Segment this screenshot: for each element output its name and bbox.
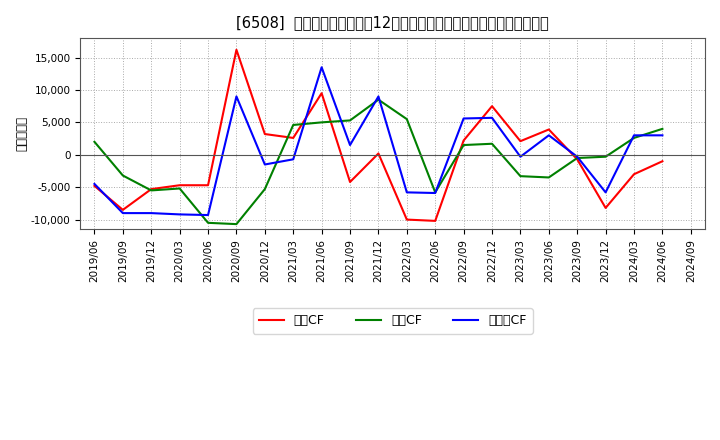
フリーCF bbox=[232, 94, 240, 99]
投資CF bbox=[658, 126, 667, 132]
Line: 営業CF: 営業CF bbox=[94, 50, 662, 221]
投資CF bbox=[630, 135, 639, 140]
フリーCF bbox=[261, 162, 269, 167]
フリーCF bbox=[374, 94, 383, 99]
営業CF bbox=[374, 151, 383, 156]
Title: [6508]  キャッシュフローの12か月移動合計の対前年同期増減額の推移: [6508] キャッシュフローの12か月移動合計の対前年同期増減額の推移 bbox=[236, 15, 549, 30]
営業CF bbox=[431, 218, 439, 224]
投資CF bbox=[147, 188, 156, 193]
営業CF bbox=[204, 183, 212, 188]
Line: フリーCF: フリーCF bbox=[94, 67, 662, 215]
営業CF bbox=[544, 127, 553, 132]
投資CF bbox=[119, 173, 127, 178]
営業CF bbox=[289, 135, 297, 140]
営業CF bbox=[630, 172, 639, 177]
Line: 投資CF: 投資CF bbox=[94, 100, 662, 224]
投資CF bbox=[431, 190, 439, 195]
フリーCF bbox=[147, 210, 156, 216]
投資CF bbox=[346, 118, 354, 123]
フリーCF bbox=[289, 157, 297, 162]
営業CF bbox=[487, 103, 496, 109]
フリーCF bbox=[431, 191, 439, 196]
フリーCF bbox=[544, 133, 553, 138]
営業CF bbox=[459, 138, 468, 143]
投資CF bbox=[516, 173, 525, 179]
営業CF bbox=[318, 91, 326, 96]
投資CF bbox=[318, 120, 326, 125]
投資CF bbox=[204, 220, 212, 225]
フリーCF bbox=[658, 133, 667, 138]
営業CF bbox=[261, 132, 269, 137]
フリーCF bbox=[346, 143, 354, 148]
営業CF bbox=[573, 157, 582, 162]
フリーCF bbox=[459, 116, 468, 121]
投資CF bbox=[261, 187, 269, 192]
フリーCF bbox=[176, 212, 184, 217]
フリーCF bbox=[90, 181, 99, 187]
営業CF bbox=[147, 187, 156, 192]
投資CF bbox=[459, 143, 468, 148]
フリーCF bbox=[318, 65, 326, 70]
営業CF bbox=[402, 217, 411, 222]
投資CF bbox=[544, 175, 553, 180]
Legend: 営業CF, 投資CF, フリーCF: 営業CF, 投資CF, フリーCF bbox=[253, 308, 533, 334]
Y-axis label: （百万円）: （百万円） bbox=[15, 116, 28, 151]
投資CF bbox=[374, 97, 383, 103]
投資CF bbox=[90, 139, 99, 144]
投資CF bbox=[573, 155, 582, 161]
営業CF bbox=[176, 183, 184, 188]
営業CF bbox=[346, 180, 354, 185]
営業CF bbox=[90, 183, 99, 188]
投資CF bbox=[402, 117, 411, 122]
フリーCF bbox=[119, 210, 127, 216]
営業CF bbox=[232, 47, 240, 52]
投資CF bbox=[176, 186, 184, 191]
フリーCF bbox=[573, 154, 582, 159]
フリーCF bbox=[601, 190, 610, 195]
フリーCF bbox=[487, 115, 496, 121]
フリーCF bbox=[516, 154, 525, 159]
投資CF bbox=[487, 141, 496, 147]
投資CF bbox=[601, 154, 610, 159]
営業CF bbox=[658, 158, 667, 164]
フリーCF bbox=[204, 213, 212, 218]
投資CF bbox=[232, 221, 240, 227]
投資CF bbox=[289, 122, 297, 128]
営業CF bbox=[119, 207, 127, 213]
営業CF bbox=[601, 205, 610, 211]
営業CF bbox=[516, 139, 525, 144]
フリーCF bbox=[402, 190, 411, 195]
フリーCF bbox=[630, 133, 639, 138]
